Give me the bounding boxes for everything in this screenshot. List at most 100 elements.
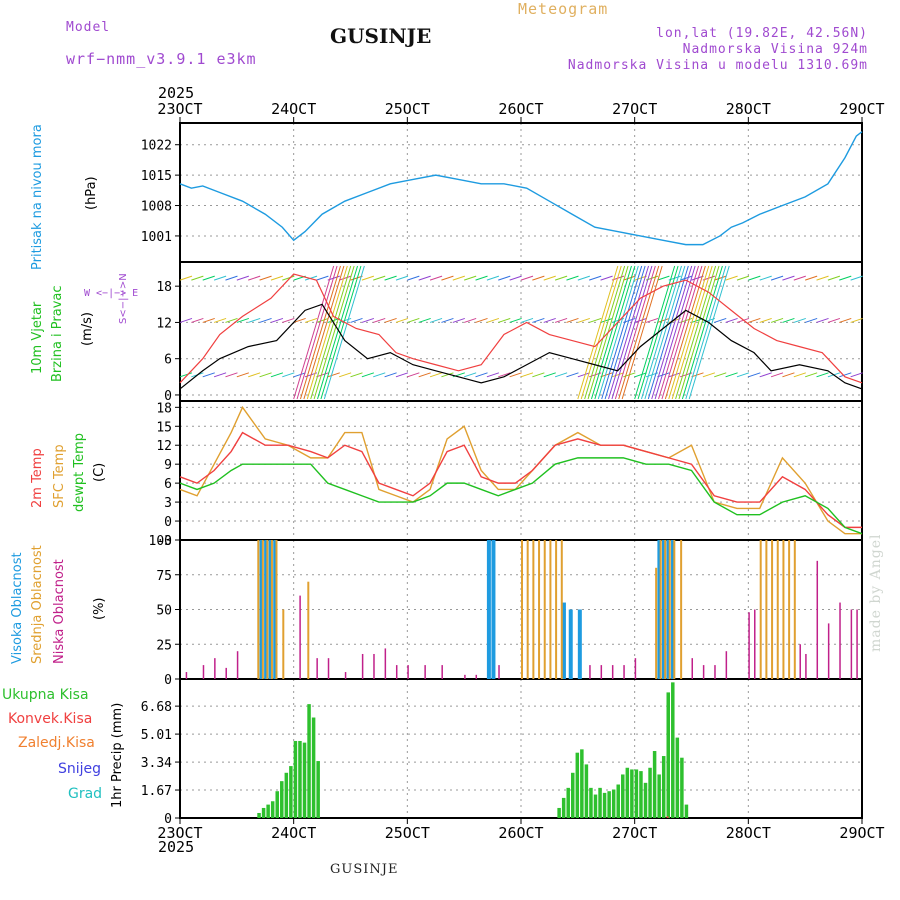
wind-arrow [634, 372, 647, 378]
precip-bar [671, 682, 675, 818]
wind-arrow [611, 372, 625, 378]
wind-arrow [782, 275, 795, 281]
precip-bar [611, 789, 616, 818]
cloud-bar [441, 665, 443, 679]
cloud-bar [782, 540, 785, 679]
y-tick-label: 75 [156, 569, 172, 584]
wind-arrow [566, 275, 579, 281]
wind-arrow [361, 317, 375, 323]
precip-bar [589, 787, 593, 818]
precip-bar [275, 791, 279, 818]
wind-arrow-diag [661, 265, 703, 400]
cloud-bar [816, 560, 819, 679]
x-tick-label-top: 29OCT [839, 100, 884, 118]
precip-bar [593, 794, 598, 818]
precip-bar [584, 764, 589, 818]
wind-arrow-diag [647, 265, 689, 400]
y-tick-label: 12 [156, 439, 172, 454]
cloud-bar [498, 665, 500, 679]
x-tick-label-bottom: 28OCT [726, 824, 771, 842]
wind-arrow-diag [651, 265, 693, 400]
wind-arrow-diag [597, 265, 639, 400]
wind-arrow-diag [584, 265, 626, 400]
cloud-bar [282, 609, 285, 679]
wind-arrow-diag [658, 265, 700, 400]
station-title: GUSINJE [330, 24, 432, 48]
precip-bar [316, 761, 320, 818]
wind-arrow [282, 317, 295, 323]
y-tick-label: 0 [164, 673, 172, 688]
y-tick-label: 6 [164, 477, 172, 492]
wind-arrow [600, 372, 613, 378]
cloud-bar [275, 540, 278, 679]
precip-bar [580, 749, 584, 818]
wind-arrow [702, 372, 716, 378]
precip-konv-label: Konvek.Kisa [8, 711, 93, 727]
cloud-bar [268, 540, 273, 679]
cloud-bar [384, 648, 387, 679]
wind-arrow [361, 275, 375, 281]
cloud-bar [827, 623, 830, 679]
precip-bar [261, 807, 266, 818]
precip-bar [616, 784, 620, 818]
wind-arrow [714, 317, 727, 323]
y-tick-label: 1001 [141, 230, 172, 245]
wind-arrow [316, 317, 329, 323]
cloud-bar [661, 540, 666, 679]
wind-arrow [395, 372, 409, 378]
wind-arrow [554, 372, 568, 378]
wind-arrow [725, 372, 738, 378]
wind-arrow [634, 317, 647, 323]
wind-arrow [657, 317, 670, 323]
y-tick-label: 25 [156, 638, 172, 653]
wind-arrow [816, 317, 829, 323]
wind-arrow [645, 317, 659, 323]
cloud-bar [714, 665, 716, 679]
cloud-bar [611, 665, 614, 679]
wind-arrow [805, 317, 818, 323]
cloud-bar [839, 602, 841, 679]
cloud-bar [805, 653, 807, 679]
wind-arrow-diag [580, 265, 622, 400]
wind-arrow [429, 372, 443, 378]
wind-arrow [464, 372, 477, 378]
y-tick-label: 100 [149, 534, 172, 549]
wind-arrow [350, 317, 363, 323]
precip-bar [270, 801, 275, 818]
wind-arrow [350, 275, 363, 281]
wind-arrow [418, 372, 431, 378]
cloud-bar [657, 540, 662, 679]
wind-arrow [202, 372, 215, 378]
wind-arrow [475, 372, 488, 378]
precip-bar [257, 812, 261, 818]
wind-arrow [805, 372, 818, 378]
wind-arrow [736, 372, 750, 378]
precip-bar [280, 781, 284, 818]
wind-arrow [498, 317, 511, 323]
precip-bar [625, 767, 630, 818]
wind-arrow-diag [577, 265, 619, 400]
wind-arrow [486, 275, 500, 281]
cloud-bar [549, 540, 552, 679]
wind-arrow [793, 372, 806, 378]
wind-arrow [805, 275, 818, 281]
x-tick-label-top: 27OCT [612, 100, 657, 118]
cloud-bar [344, 672, 347, 679]
y-tick-label: 15 [156, 420, 172, 435]
precip-bar [680, 757, 684, 818]
cloud-bar [538, 540, 541, 679]
y-tick-label: 12 [156, 316, 172, 331]
wind-arrow [498, 275, 511, 281]
panel-frame [179, 122, 863, 263]
wind-arrow [770, 317, 784, 323]
cloud-bar [664, 540, 667, 679]
wind-arrows-group [179, 265, 863, 400]
y-tick-label: 6.68 [141, 700, 172, 715]
wind-arrow [373, 317, 386, 323]
wind-arrow-diag [654, 265, 696, 400]
wind-arrow [418, 317, 431, 323]
cloud-bar [532, 540, 535, 679]
y-tick-label: 18 [156, 401, 172, 416]
cloud-bar [577, 609, 582, 679]
wind-arrow [509, 372, 522, 378]
